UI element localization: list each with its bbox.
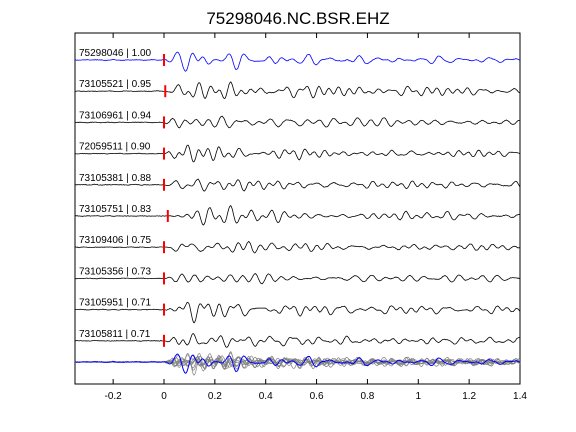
trace-label: 73105381 | 0.88 xyxy=(79,173,152,184)
x-tick-label: 0 xyxy=(161,391,167,402)
x-tick-label: 1 xyxy=(416,391,422,402)
waveform-line xyxy=(74,204,521,226)
waveform-line xyxy=(74,115,520,129)
trace-label: 73106961 | 0.94 xyxy=(79,110,152,121)
waveform-line xyxy=(74,240,521,254)
trace-row: 73105811 | 0.71 xyxy=(74,329,521,348)
x-tick-label: 0.2 xyxy=(208,391,222,402)
waveform-line xyxy=(74,301,521,324)
chart-title: 75298046.NC.BSR.EHZ xyxy=(206,9,389,28)
trace-label: 72059511 | 0.90 xyxy=(79,142,151,153)
x-tick-label: 1.4 xyxy=(513,391,527,402)
x-axis: -0.2 0 0.2 0.4 0.6 0.8 1 1.2 1.4 xyxy=(105,33,527,402)
trace-label: 73105521 | 0.95 xyxy=(79,79,152,90)
trace-row: 73105521 | 0.95 xyxy=(74,79,521,100)
waveform-line xyxy=(74,332,521,348)
trace-row: 73105951 | 0.71 xyxy=(74,298,521,324)
trace-row: 72059511 | 0.90 xyxy=(74,142,521,163)
trace-label: 73105751 | 0.83 xyxy=(79,204,152,215)
trace-label: 73105356 | 0.73 xyxy=(79,266,152,277)
waveform-line xyxy=(75,273,521,285)
reference-waveform xyxy=(74,51,521,72)
waveform-line xyxy=(74,81,521,100)
x-tick-label: -0.2 xyxy=(105,391,123,402)
trace-row: 73105751 | 0.83 xyxy=(74,204,521,226)
trace-row: 75298046 | 1.00 xyxy=(74,48,521,72)
trace-row: 73109406 | 0.75 xyxy=(74,235,521,254)
waveform-line xyxy=(74,178,521,192)
overlay-layer xyxy=(74,351,521,376)
waveform-line xyxy=(74,144,521,163)
trace-row: 73106961 | 0.94 xyxy=(74,110,520,129)
x-tick-label: 0.4 xyxy=(259,391,273,402)
overlay-reference-waveform xyxy=(74,353,521,374)
x-tick-label: 1.2 xyxy=(462,391,476,402)
trace-label: 73105811 | 0.71 xyxy=(79,329,151,340)
trace-label: 73109406 | 0.75 xyxy=(79,235,152,246)
trace-label: 75298046 | 1.00 xyxy=(79,48,152,59)
trace-row: 73105381 | 0.88 xyxy=(74,173,521,192)
x-tick-label: 0.6 xyxy=(310,391,324,402)
trace-label: 73105951 | 0.71 xyxy=(79,298,152,309)
traces-layer: 75298046 | 1.00 73105521 | 0.95 73106961 |… xyxy=(74,48,521,348)
trace-row: 73105356 | 0.73 xyxy=(75,266,521,285)
x-tick-label: 0.8 xyxy=(360,391,374,402)
